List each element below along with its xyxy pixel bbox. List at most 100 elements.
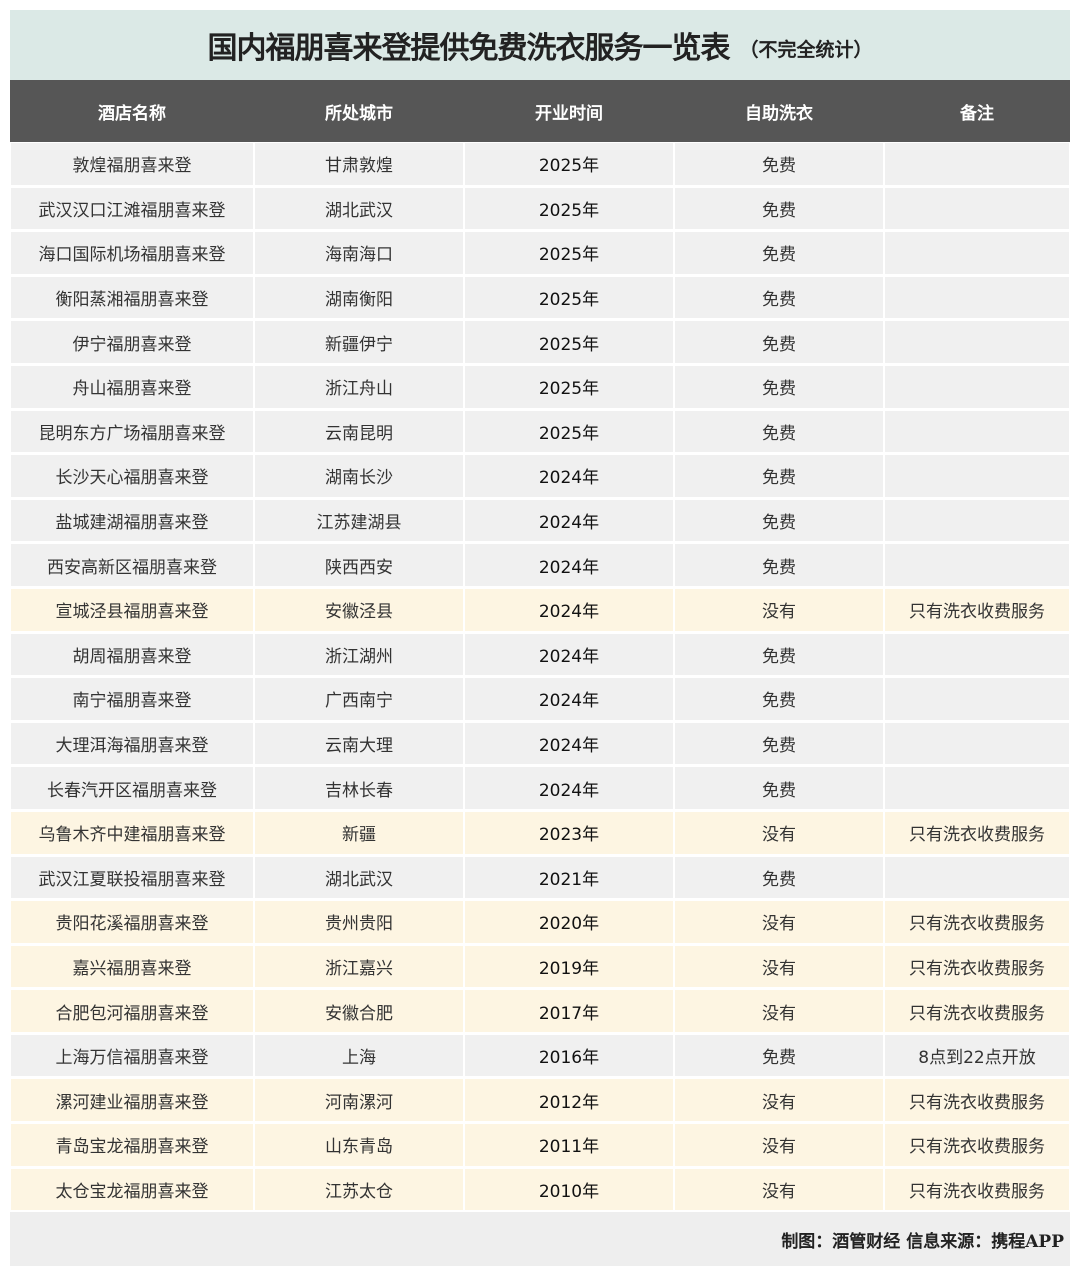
cell-hotel-name: 武汉汉口江滩福朋喜来登 [11,187,253,230]
cell-hotel-name: 大理洱海福朋喜来登 [11,722,253,765]
cell-open-year: 2012年 [465,1079,673,1122]
cell-hotel-name: 贵阳花溪福朋喜来登 [11,901,253,943]
table-row: 南宁福朋喜来登 广西南宁 2024年 免费 [10,677,1070,722]
cell-city: 云南昆明 [255,410,463,453]
cell-city: 湖北武汉 [255,187,463,230]
cell-open-year: 2024年 [465,499,673,542]
cell-note [885,232,1069,274]
cell-note [885,678,1069,720]
cell-hotel-name: 漯河建业福朋喜来登 [11,1079,253,1122]
table-row: 伊宁福朋喜来登 新疆伊宁 2025年 免费 [10,320,1070,365]
cell-open-year: 2025年 [465,187,673,230]
cell-hotel-name: 长沙天心福朋喜来登 [11,455,253,497]
cell-city: 河南漯河 [255,1079,463,1122]
cell-open-year: 2025年 [465,143,673,185]
cell-open-year: 2025年 [465,321,673,363]
cell-laundry-status: 没有 [675,1079,883,1122]
table-row: 敦煌福朋喜来登 甘肃敦煌 2025年 免费 [10,142,1070,187]
cell-note: 只有洗衣收费服务 [885,588,1069,631]
cell-note [885,276,1069,319]
cell-note [885,499,1069,542]
cell-hotel-name: 海口国际机场福朋喜来登 [11,232,253,274]
cell-hotel-name: 武汉江夏联投福朋喜来登 [11,856,253,899]
cell-open-year: 2023年 [465,811,673,854]
table-row: 合肥包河福朋喜来登 安徽合肥 2017年 没有 只有洗衣收费服务 [10,989,1070,1034]
cell-open-year: 2024年 [465,455,673,497]
table-subtitle: （不完全统计） [739,38,873,61]
cell-laundry-status: 免费 [675,544,883,586]
cell-hotel-name: 昆明东方广场福朋喜来登 [11,410,253,453]
cell-open-year: 2024年 [465,722,673,765]
cell-city: 新疆 [255,811,463,854]
table-row: 衡阳蒸湘福朋喜来登 湖南衡阳 2025年 免费 [10,276,1070,321]
cell-hotel-name: 盐城建湖福朋喜来登 [11,499,253,542]
source-credit: 制图：酒管财经 信息来源：携程APP [781,1231,1064,1252]
cell-hotel-name: 舟山福朋喜来登 [11,365,253,408]
cell-hotel-name: 敦煌福朋喜来登 [11,143,253,185]
cell-laundry-status: 免费 [675,1034,883,1077]
cell-open-year: 2021年 [465,856,673,899]
cell-laundry-status: 免费 [675,455,883,497]
cell-laundry-status: 没有 [675,1168,883,1211]
cell-hotel-name: 南宁福朋喜来登 [11,678,253,720]
cell-note: 只有洗衣收费服务 [885,1168,1069,1211]
cell-laundry-status: 免费 [675,232,883,274]
table-row: 长春汽开区福朋喜来登 吉林长春 2024年 免费 [10,766,1070,811]
cell-city: 湖北武汉 [255,856,463,899]
cell-laundry-status: 免费 [675,856,883,899]
cell-hotel-name: 长春汽开区福朋喜来登 [11,767,253,809]
cell-hotel-name: 合肥包河福朋喜来登 [11,990,253,1032]
cell-laundry-status: 免费 [675,499,883,542]
laundry-table: 国内福朋喜来登提供免费洗衣服务一览表 （不完全统计） 酒店名称 所处城市 开业时… [10,10,1070,1267]
cell-laundry-status: 免费 [675,143,883,185]
table-header: 酒店名称 所处城市 开业时间 自助洗衣 备注 [10,80,1070,142]
cell-note [885,544,1069,586]
table-row: 漯河建业福朋喜来登 河南漯河 2012年 没有 只有洗衣收费服务 [10,1078,1070,1123]
cell-hotel-name: 宣城泾县福朋喜来登 [11,588,253,631]
cell-hotel-name: 西安高新区福朋喜来登 [11,544,253,586]
table-row: 西安高新区福朋喜来登 陕西西安 2024年 免费 [10,543,1070,588]
cell-hotel-name: 胡周福朋喜来登 [11,633,253,676]
column-header-city: 所处城市 [325,103,393,124]
cell-laundry-status: 免费 [675,410,883,453]
cell-note: 只有洗衣收费服务 [885,945,1069,988]
cell-laundry-status: 免费 [675,722,883,765]
cell-note: 只有洗衣收费服务 [885,990,1069,1032]
cell-city: 湖南长沙 [255,455,463,497]
cell-open-year: 2020年 [465,901,673,943]
cell-city: 新疆伊宁 [255,321,463,363]
cell-laundry-status: 免费 [675,321,883,363]
table-row: 武汉汉口江滩福朋喜来登 湖北武汉 2025年 免费 [10,187,1070,232]
cell-note [885,143,1069,185]
cell-open-year: 2025年 [465,410,673,453]
cell-open-year: 2010年 [465,1168,673,1211]
cell-hotel-name: 上海万信福朋喜来登 [11,1034,253,1077]
cell-laundry-status: 免费 [675,678,883,720]
cell-city: 上海 [255,1034,463,1077]
column-header-open-year: 开业时间 [535,103,603,124]
cell-city: 广西南宁 [255,678,463,720]
table-row: 盐城建湖福朋喜来登 江苏建湖县 2024年 免费 [10,499,1070,544]
cell-open-year: 2024年 [465,588,673,631]
cell-laundry-status: 没有 [675,588,883,631]
cell-city: 云南大理 [255,722,463,765]
cell-city: 山东青岛 [255,1124,463,1166]
table-row: 贵阳花溪福朋喜来登 贵州贵阳 2020年 没有 只有洗衣收费服务 [10,900,1070,945]
cell-laundry-status: 免费 [675,276,883,319]
cell-open-year: 2024年 [465,678,673,720]
cell-open-year: 2025年 [465,276,673,319]
cell-open-year: 2025年 [465,232,673,274]
cell-hotel-name: 太仓宝龙福朋喜来登 [11,1168,253,1211]
column-header-laundry: 自助洗衣 [745,103,813,124]
cell-open-year: 2025年 [465,365,673,408]
cell-city: 海南海口 [255,232,463,274]
cell-note [885,187,1069,230]
cell-note [885,365,1069,408]
cell-open-year: 2024年 [465,767,673,809]
cell-note: 只有洗衣收费服务 [885,1124,1069,1166]
cell-note: 只有洗衣收费服务 [885,1079,1069,1122]
cell-city: 浙江舟山 [255,365,463,408]
cell-open-year: 2011年 [465,1124,673,1166]
cell-city: 贵州贵阳 [255,901,463,943]
cell-city: 江苏建湖县 [255,499,463,542]
